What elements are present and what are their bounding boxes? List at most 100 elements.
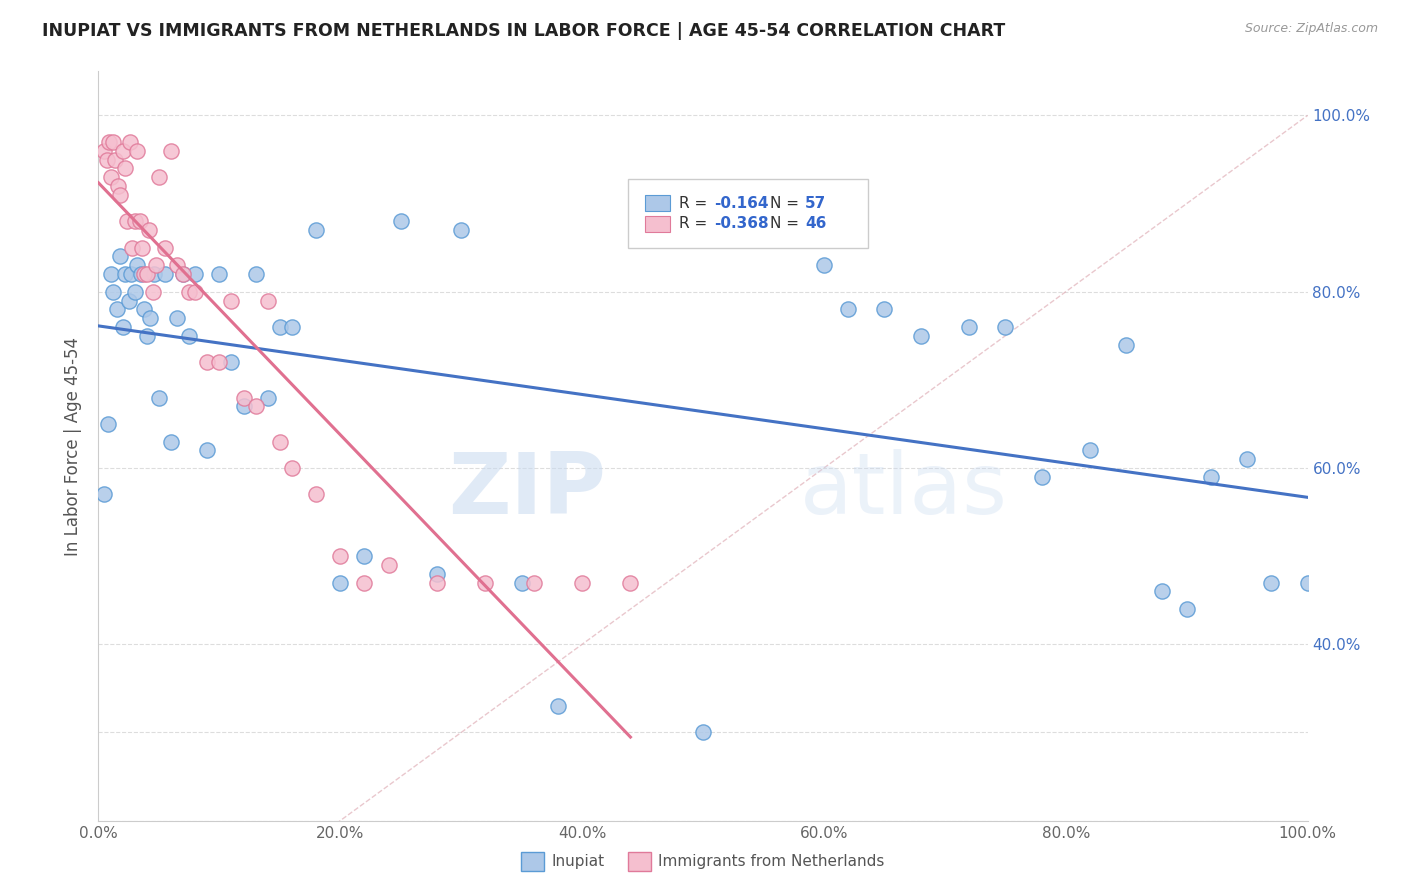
Point — [124, 214, 146, 228]
Text: 46: 46 — [806, 216, 827, 231]
Point — [281, 320, 304, 334]
Point — [1236, 452, 1258, 467]
Point — [124, 285, 146, 299]
Point — [166, 311, 188, 326]
Point — [377, 558, 399, 572]
Point — [329, 575, 352, 590]
Point — [426, 575, 449, 590]
Point — [245, 267, 267, 281]
Point — [101, 135, 124, 149]
Point — [957, 320, 980, 334]
Point — [269, 434, 291, 449]
Text: -0.368: -0.368 — [714, 216, 768, 231]
Point — [256, 391, 278, 405]
Point — [1175, 602, 1198, 616]
Point — [1078, 443, 1101, 458]
Point — [143, 267, 166, 281]
Point — [153, 267, 176, 281]
Point — [208, 267, 231, 281]
Point — [138, 223, 160, 237]
Point — [111, 144, 134, 158]
Point — [221, 293, 243, 308]
Text: R =: R = — [679, 216, 711, 231]
Point — [98, 135, 121, 149]
Point — [281, 461, 304, 475]
Point — [97, 417, 120, 431]
Point — [353, 575, 375, 590]
Text: N =: N = — [770, 216, 804, 231]
Point — [179, 328, 201, 343]
Point — [160, 144, 183, 158]
Point — [127, 258, 149, 272]
Text: 57: 57 — [806, 195, 827, 211]
Point — [93, 487, 115, 501]
Point — [121, 241, 143, 255]
Point — [510, 575, 533, 590]
Point — [305, 223, 328, 237]
Point — [692, 725, 714, 739]
Point — [305, 487, 328, 501]
Point — [994, 320, 1017, 334]
Point — [1115, 337, 1137, 351]
Point — [353, 549, 375, 564]
Point — [752, 223, 775, 237]
Point — [153, 241, 176, 255]
Text: INUPIAT VS IMMIGRANTS FROM NETHERLANDS IN LABOR FORCE | AGE 45-54 CORRELATION CH: INUPIAT VS IMMIGRANTS FROM NETHERLANDS I… — [42, 22, 1005, 40]
Point — [134, 267, 156, 281]
Text: R =: R = — [679, 195, 711, 211]
Point — [269, 320, 291, 334]
Point — [389, 214, 412, 228]
Point — [118, 135, 141, 149]
Text: Source: ZipAtlas.com: Source: ZipAtlas.com — [1244, 22, 1378, 36]
Point — [547, 699, 569, 714]
Point — [134, 302, 156, 317]
Point — [523, 575, 546, 590]
Point — [131, 241, 153, 255]
Text: atlas: atlas — [800, 450, 1008, 533]
Point — [148, 391, 170, 405]
Point — [117, 214, 139, 228]
Legend: Inupiat, Immigrants from Netherlands: Inupiat, Immigrants from Netherlands — [515, 846, 891, 877]
Point — [195, 355, 218, 369]
Point — [100, 170, 122, 185]
Point — [127, 144, 149, 158]
Point — [1260, 575, 1282, 590]
Point — [426, 566, 449, 581]
Point — [232, 400, 254, 414]
Point — [571, 575, 593, 590]
Text: -0.164: -0.164 — [714, 195, 768, 211]
Point — [474, 575, 496, 590]
Point — [166, 258, 188, 272]
Point — [108, 250, 131, 264]
Point — [105, 302, 128, 317]
Point — [195, 443, 218, 458]
Point — [142, 285, 165, 299]
Point — [93, 144, 115, 158]
Point — [256, 293, 278, 308]
Point — [96, 153, 118, 167]
Point — [208, 355, 231, 369]
Point — [1296, 575, 1319, 590]
Point — [139, 311, 162, 326]
Point — [100, 267, 122, 281]
Point — [1199, 470, 1222, 484]
Point — [1031, 470, 1053, 484]
Point — [910, 328, 932, 343]
Point — [111, 320, 134, 334]
Point — [107, 178, 129, 193]
Point — [245, 400, 267, 414]
Point — [145, 258, 167, 272]
Point — [101, 285, 124, 299]
Point — [108, 187, 131, 202]
Point — [104, 153, 127, 167]
Point — [232, 391, 254, 405]
Point — [450, 223, 472, 237]
Point — [114, 267, 136, 281]
Point — [128, 214, 150, 228]
Point — [184, 285, 207, 299]
Point — [135, 328, 157, 343]
Point — [329, 549, 352, 564]
Y-axis label: In Labor Force | Age 45-54: In Labor Force | Age 45-54 — [63, 336, 82, 556]
Point — [221, 355, 243, 369]
Point — [172, 267, 194, 281]
